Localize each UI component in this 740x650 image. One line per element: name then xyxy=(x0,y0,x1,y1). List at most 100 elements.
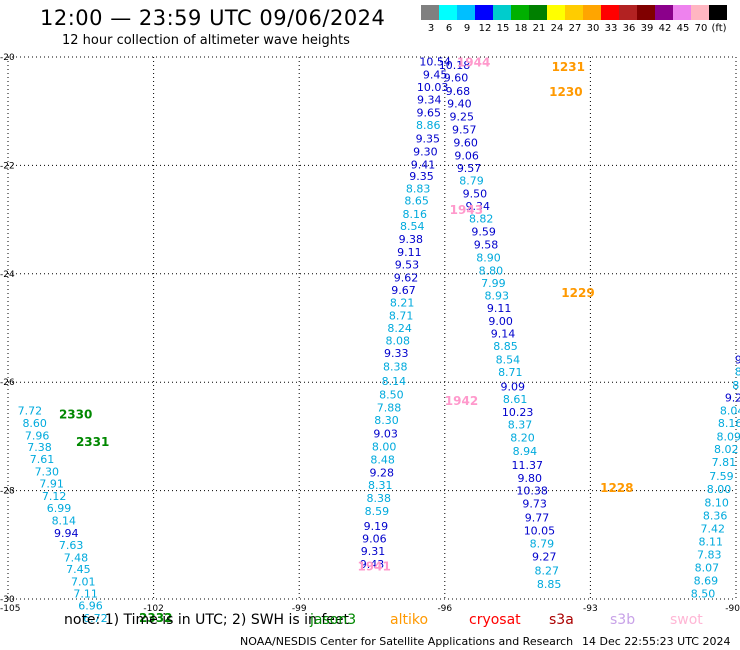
wave-height-value: 8.69 xyxy=(694,575,719,588)
wave-height-value: 9.27 xyxy=(532,551,557,564)
x-tick-label: -90 xyxy=(725,604,740,614)
wave-height-value: 9.45 xyxy=(423,68,448,81)
wave-height-value: 9.03 xyxy=(373,428,398,441)
legend-swatch xyxy=(601,5,619,20)
wave-height-value: 8.20 xyxy=(510,431,535,444)
wave-height-value: 9.34 xyxy=(417,93,442,106)
wave-height-value: 9.77 xyxy=(525,512,550,525)
x-tick-label: -96 xyxy=(437,604,452,614)
wave-height-value: 8.50 xyxy=(379,389,404,402)
wave-height-value: 9.2 xyxy=(725,391,740,404)
wave-height-value: 9.06 xyxy=(362,532,387,545)
legend-swatch xyxy=(709,5,727,20)
wave-height-value: 7.81 xyxy=(712,456,737,469)
wave-height-value: 9.00 xyxy=(488,315,513,328)
satellite-swot: swot xyxy=(670,612,703,628)
pass-time-label: 1943 xyxy=(450,203,483,217)
wave-height-value: 7.83 xyxy=(697,549,722,562)
legend-label: 3 xyxy=(427,23,435,34)
wave-height-value: 7.42 xyxy=(700,523,725,536)
wave-height-value: 7.12 xyxy=(42,490,67,503)
wave-height-value: 9.30 xyxy=(413,145,438,158)
generation-timestamp: 14 Dec 22:55:23 UTC 2024 xyxy=(582,635,731,648)
legend-label: 36 xyxy=(622,23,636,34)
wave-height-value: 8.80 xyxy=(479,265,504,278)
wave-height-value: 9.33 xyxy=(384,347,409,360)
wave-height-value: 9.80 xyxy=(517,472,542,485)
y-tick-label: -30 xyxy=(0,595,15,605)
wave-height-value: 9 xyxy=(735,353,740,366)
pass-time-label: 1229 xyxy=(561,286,594,300)
wave-height-value: 8.24 xyxy=(387,322,412,335)
wave-height-value: 8.79 xyxy=(530,538,555,551)
legend-swatch xyxy=(619,5,637,20)
wave-height-value: 7.91 xyxy=(39,478,64,491)
legend-label: 6 xyxy=(445,23,453,34)
legend-swatch xyxy=(583,5,601,20)
legend-label: 39 xyxy=(640,23,654,34)
wave-height-value: 8.60 xyxy=(22,417,47,430)
wave-height-value: 8.36 xyxy=(703,510,728,523)
pass-time-label: 1942 xyxy=(445,394,478,408)
x-tick-label: -93 xyxy=(583,604,598,614)
x-tick-label: -99 xyxy=(292,604,307,614)
wave-height-value: 9.60 xyxy=(444,72,469,85)
wave-height-value: 8.48 xyxy=(370,454,395,467)
legend-label: (ft) xyxy=(711,23,727,34)
footer-note: note: 1) Time is in UTC; 2) SWH is in fe… xyxy=(64,612,350,628)
pass-time-label: 1941 xyxy=(357,559,390,573)
wave-height-value: 9.38 xyxy=(399,233,424,246)
wave-height-value: 7.63 xyxy=(59,539,84,552)
wave-height-value: 9.35 xyxy=(409,170,434,183)
legend-label: 42 xyxy=(658,23,672,34)
legend-swatch xyxy=(511,5,529,20)
wave-height-value: 9.11 xyxy=(487,302,512,315)
legend-swatch xyxy=(493,5,511,20)
legend-swatch xyxy=(529,5,547,20)
wave-height-value: 7.38 xyxy=(27,441,52,454)
wave-height-value: 8.08 xyxy=(385,334,410,347)
wave-height-value: 9.58 xyxy=(474,239,499,252)
page-subtitle: 12 hour collection of altimeter wave hei… xyxy=(62,33,350,48)
legend-label: 33 xyxy=(604,23,618,34)
wave-height-value: 9.50 xyxy=(463,188,488,201)
wave-height-value: 8.93 xyxy=(484,289,509,302)
satellite-jason3: jason3 xyxy=(310,612,357,628)
wave-height-value: 8.11 xyxy=(699,536,724,549)
legend-swatch xyxy=(565,5,583,20)
wave-height-value: 9.11 xyxy=(397,246,422,259)
wave-height-value: 10.05 xyxy=(524,525,556,538)
wave-height-value: 8.14 xyxy=(52,514,77,527)
legend-swatch xyxy=(421,5,439,20)
wave-height-value: 9.62 xyxy=(394,272,419,285)
wave-height-value: 7.99 xyxy=(481,277,506,290)
wave-height-value: 8.10 xyxy=(704,497,729,510)
wave-height-value: 9.41 xyxy=(411,158,436,171)
wave-height-value: 10.38 xyxy=(516,485,548,498)
wave-height-value: 7.01 xyxy=(71,576,96,589)
wave-height-value: 6.96 xyxy=(78,600,103,613)
wave-height-value: 9.68 xyxy=(446,85,471,98)
wave-height-value: 8.59 xyxy=(365,505,390,518)
wave-height-value: 9.43 xyxy=(360,558,385,571)
wave-height-value: 8.07 xyxy=(695,562,720,575)
wave-height-value: 9.67 xyxy=(391,284,416,297)
satellite-altiko: altiko xyxy=(390,612,429,628)
wave-height-value: 8.54 xyxy=(400,220,425,233)
legend-swatch xyxy=(547,5,565,20)
wave-height-value: 7.11 xyxy=(73,588,98,601)
legend-swatch xyxy=(457,5,475,20)
wave-height-value: 8.27 xyxy=(534,564,559,577)
legend-label: 30 xyxy=(586,23,600,34)
y-tick-label: -24 xyxy=(0,270,15,280)
wave-height-value: 8.02 xyxy=(714,443,739,456)
wave-height-value: 7.61 xyxy=(30,453,55,466)
wave-height-value: 8.04 xyxy=(720,404,740,417)
pass-time-label: 1228 xyxy=(600,481,633,495)
legend-swatch xyxy=(655,5,673,20)
wave-height-value: 8. xyxy=(732,379,740,392)
wave-height-value: 9.59 xyxy=(471,226,496,239)
wave-height-value: 8.71 xyxy=(498,366,523,379)
pass-time-label: 2331 xyxy=(76,435,109,449)
